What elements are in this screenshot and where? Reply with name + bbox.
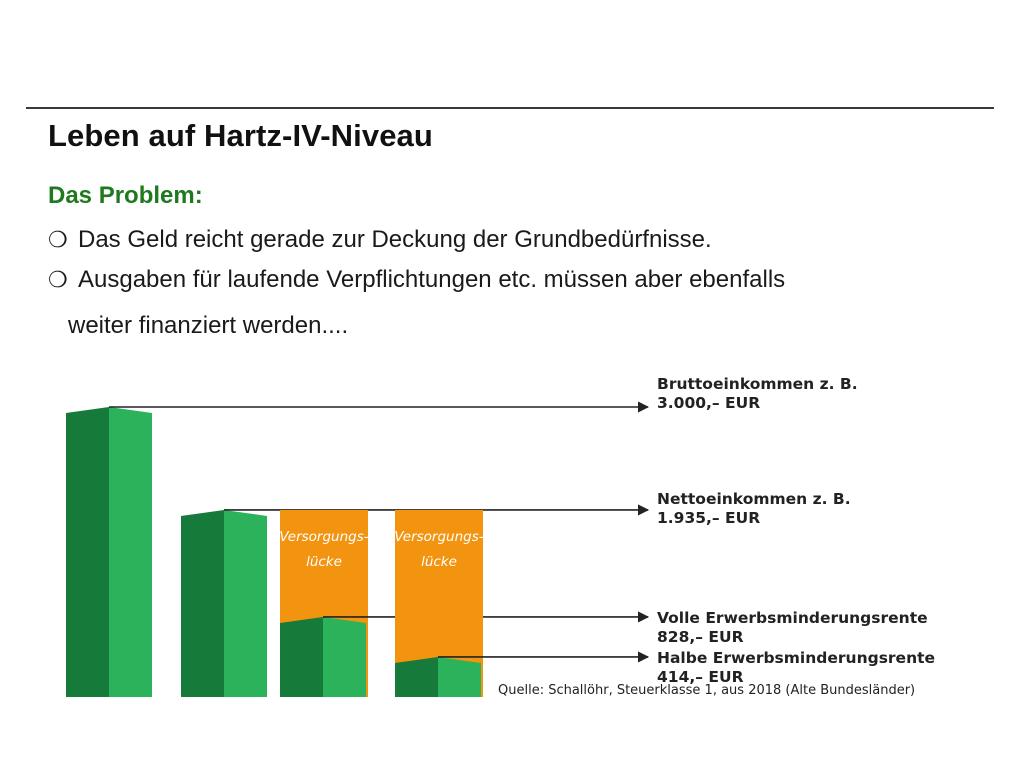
bar	[280, 616, 366, 697]
supply-gap-label: Versorgungs-	[279, 529, 368, 545]
bar-right-face	[323, 616, 366, 697]
bar-right-face	[109, 407, 152, 697]
bar	[395, 656, 481, 697]
bar-right-face	[438, 656, 481, 697]
bullet-2: ❍ Ausgaben für laufende Verpflichtungen e…	[48, 266, 785, 294]
annotation-label: Bruttoeinkommen z. B.	[657, 375, 858, 393]
bar-left-face	[280, 616, 323, 697]
income-chart: Bruttoeinkommen z. B.3.000,– EUR Nettoein…	[66, 375, 935, 698]
annotation-label: Nettoeinkommen z. B.	[657, 490, 851, 508]
header-rule	[26, 107, 994, 109]
bullet-1: ❍ Das Geld reicht gerade zur Deckung der …	[48, 226, 712, 254]
bar-right-face	[224, 509, 267, 697]
bullet-marker-icon: ❍	[48, 227, 68, 252]
annotation-value: 1.935,– EUR	[657, 509, 760, 527]
annotation-value: 828,– EUR	[657, 628, 744, 646]
bar-left-face	[181, 509, 224, 697]
slide-title: Leben auf Hartz-IV-Niveau	[48, 118, 433, 153]
bullet-2-text: Ausgaben für laufende Verpflichtungen et…	[78, 266, 786, 293]
bullet-1-text: Das Geld reicht gerade zur Deckung der G…	[78, 226, 712, 253]
annotation-label: Halbe Erwerbsminderungsrente	[657, 649, 935, 667]
annotation-value: 414,– EUR	[657, 668, 744, 686]
source-note: Quelle: Schallöhr, Steuerklasse 1, aus 2…	[498, 683, 915, 698]
supply-gap-label: Versorgungs-	[394, 529, 483, 545]
bullet-2-continuation: weiter finanziert werden....	[68, 312, 349, 339]
supply-gap-label: lücke	[421, 554, 457, 570]
bullet-marker-icon: ❍	[48, 267, 68, 292]
bar-left-face	[395, 656, 438, 697]
bar-left-face	[66, 407, 109, 697]
bar	[66, 407, 152, 697]
bar	[181, 509, 267, 697]
supply-gap-label: lücke	[306, 554, 342, 570]
annotation-label: Volle Erwerbsminderungsrente	[657, 609, 928, 627]
slide-subtitle: Das Problem:	[48, 182, 203, 209]
annotation-value: 3.000,– EUR	[657, 394, 760, 412]
